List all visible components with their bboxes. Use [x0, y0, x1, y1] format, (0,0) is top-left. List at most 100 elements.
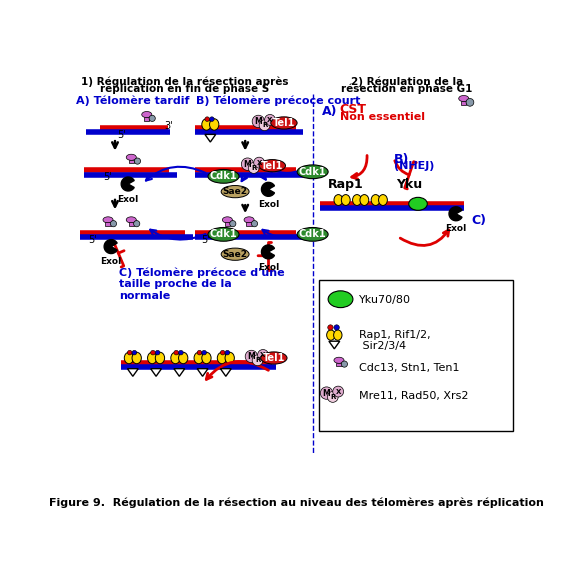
- Text: Sae2: Sae2: [222, 250, 248, 259]
- FancyBboxPatch shape: [319, 280, 512, 431]
- Ellipse shape: [225, 352, 234, 364]
- Ellipse shape: [155, 350, 160, 355]
- Text: M: M: [248, 352, 255, 361]
- Ellipse shape: [297, 165, 328, 179]
- Text: Tel1: Tel1: [273, 118, 295, 128]
- FancyBboxPatch shape: [336, 363, 342, 366]
- Polygon shape: [329, 341, 340, 349]
- Ellipse shape: [132, 350, 137, 355]
- Text: Yku70/80: Yku70/80: [359, 295, 411, 305]
- Circle shape: [248, 162, 259, 173]
- Ellipse shape: [103, 217, 113, 223]
- Ellipse shape: [225, 350, 230, 355]
- Circle shape: [265, 115, 276, 125]
- Circle shape: [466, 98, 474, 106]
- Text: (NHEJ): (NHEJ): [394, 161, 434, 171]
- Text: Figure 9.  Régulation de la résection au niveau des télomères après réplication: Figure 9. Régulation de la résection au …: [49, 498, 544, 509]
- Ellipse shape: [271, 117, 297, 129]
- Circle shape: [149, 115, 155, 122]
- Text: Non essentiel: Non essentiel: [340, 112, 425, 122]
- Ellipse shape: [360, 195, 369, 205]
- Circle shape: [341, 361, 347, 367]
- Text: ExoI: ExoI: [445, 225, 467, 233]
- Text: Rap1, Rif1/2,
 Sir2/3/4: Rap1, Rif1/2, Sir2/3/4: [359, 330, 431, 352]
- Circle shape: [251, 220, 258, 227]
- Ellipse shape: [371, 195, 380, 205]
- FancyBboxPatch shape: [129, 222, 134, 226]
- Ellipse shape: [334, 325, 339, 330]
- Ellipse shape: [124, 352, 134, 364]
- Text: 3': 3': [164, 121, 173, 131]
- Circle shape: [259, 120, 270, 131]
- Circle shape: [241, 158, 254, 171]
- Ellipse shape: [210, 119, 219, 130]
- Text: résection en phase G1: résection en phase G1: [342, 83, 473, 93]
- FancyBboxPatch shape: [129, 159, 134, 163]
- Text: A): A): [322, 105, 338, 118]
- Ellipse shape: [221, 350, 225, 355]
- FancyBboxPatch shape: [144, 117, 149, 121]
- Text: ExoI: ExoI: [258, 200, 279, 209]
- Ellipse shape: [126, 154, 136, 161]
- Polygon shape: [197, 369, 208, 376]
- Circle shape: [134, 220, 140, 227]
- Wedge shape: [262, 245, 274, 259]
- Text: 2) Régulation de la: 2) Régulation de la: [351, 76, 463, 87]
- Text: Cdk1: Cdk1: [210, 171, 237, 181]
- Text: Tel1: Tel1: [261, 161, 284, 171]
- Text: M: M: [323, 389, 331, 397]
- Circle shape: [111, 220, 116, 227]
- Wedge shape: [121, 177, 134, 191]
- Ellipse shape: [334, 330, 342, 340]
- Text: ExoI: ExoI: [258, 263, 279, 272]
- Wedge shape: [262, 182, 274, 196]
- Text: CST: CST: [340, 103, 367, 116]
- FancyBboxPatch shape: [105, 222, 111, 226]
- Text: Rap1: Rap1: [328, 178, 364, 191]
- Text: Tel1: Tel1: [263, 353, 285, 363]
- Ellipse shape: [142, 112, 152, 118]
- Polygon shape: [151, 369, 162, 376]
- Ellipse shape: [174, 350, 178, 355]
- Text: M: M: [244, 160, 251, 169]
- Circle shape: [252, 115, 265, 128]
- Text: 5': 5': [118, 130, 126, 140]
- Ellipse shape: [244, 217, 254, 223]
- Ellipse shape: [197, 350, 202, 355]
- Circle shape: [134, 158, 141, 164]
- Ellipse shape: [210, 117, 214, 121]
- Polygon shape: [174, 369, 185, 376]
- Circle shape: [320, 387, 333, 399]
- Ellipse shape: [221, 186, 249, 198]
- Ellipse shape: [151, 350, 155, 355]
- Text: C): C): [471, 214, 486, 227]
- Circle shape: [333, 386, 343, 397]
- Text: réplication en fin de phase S: réplication en fin de phase S: [100, 83, 269, 93]
- Ellipse shape: [334, 358, 344, 363]
- Polygon shape: [127, 369, 138, 376]
- Ellipse shape: [132, 352, 141, 364]
- Ellipse shape: [208, 228, 239, 241]
- FancyBboxPatch shape: [246, 222, 252, 226]
- Text: 5': 5': [88, 235, 97, 245]
- Ellipse shape: [459, 95, 469, 102]
- Text: ExoI: ExoI: [100, 258, 122, 266]
- Text: B) Télomère précoce court: B) Télomère précoce court: [196, 95, 361, 106]
- Ellipse shape: [171, 352, 180, 364]
- FancyBboxPatch shape: [225, 222, 230, 226]
- Circle shape: [245, 350, 258, 363]
- Circle shape: [258, 349, 269, 360]
- Ellipse shape: [194, 352, 203, 364]
- Text: X: X: [256, 159, 262, 166]
- Ellipse shape: [328, 325, 333, 330]
- Text: 5': 5': [201, 235, 210, 245]
- Text: R: R: [262, 122, 267, 128]
- Text: R: R: [255, 358, 261, 363]
- Circle shape: [252, 355, 263, 366]
- Ellipse shape: [297, 228, 328, 241]
- Text: Cdk1: Cdk1: [210, 229, 237, 239]
- Text: C) Télomère précoce d'une
taille proche de la
normale: C) Télomère précoce d'une taille proche …: [119, 267, 284, 301]
- Circle shape: [230, 220, 236, 227]
- Polygon shape: [221, 369, 231, 376]
- Ellipse shape: [217, 352, 226, 364]
